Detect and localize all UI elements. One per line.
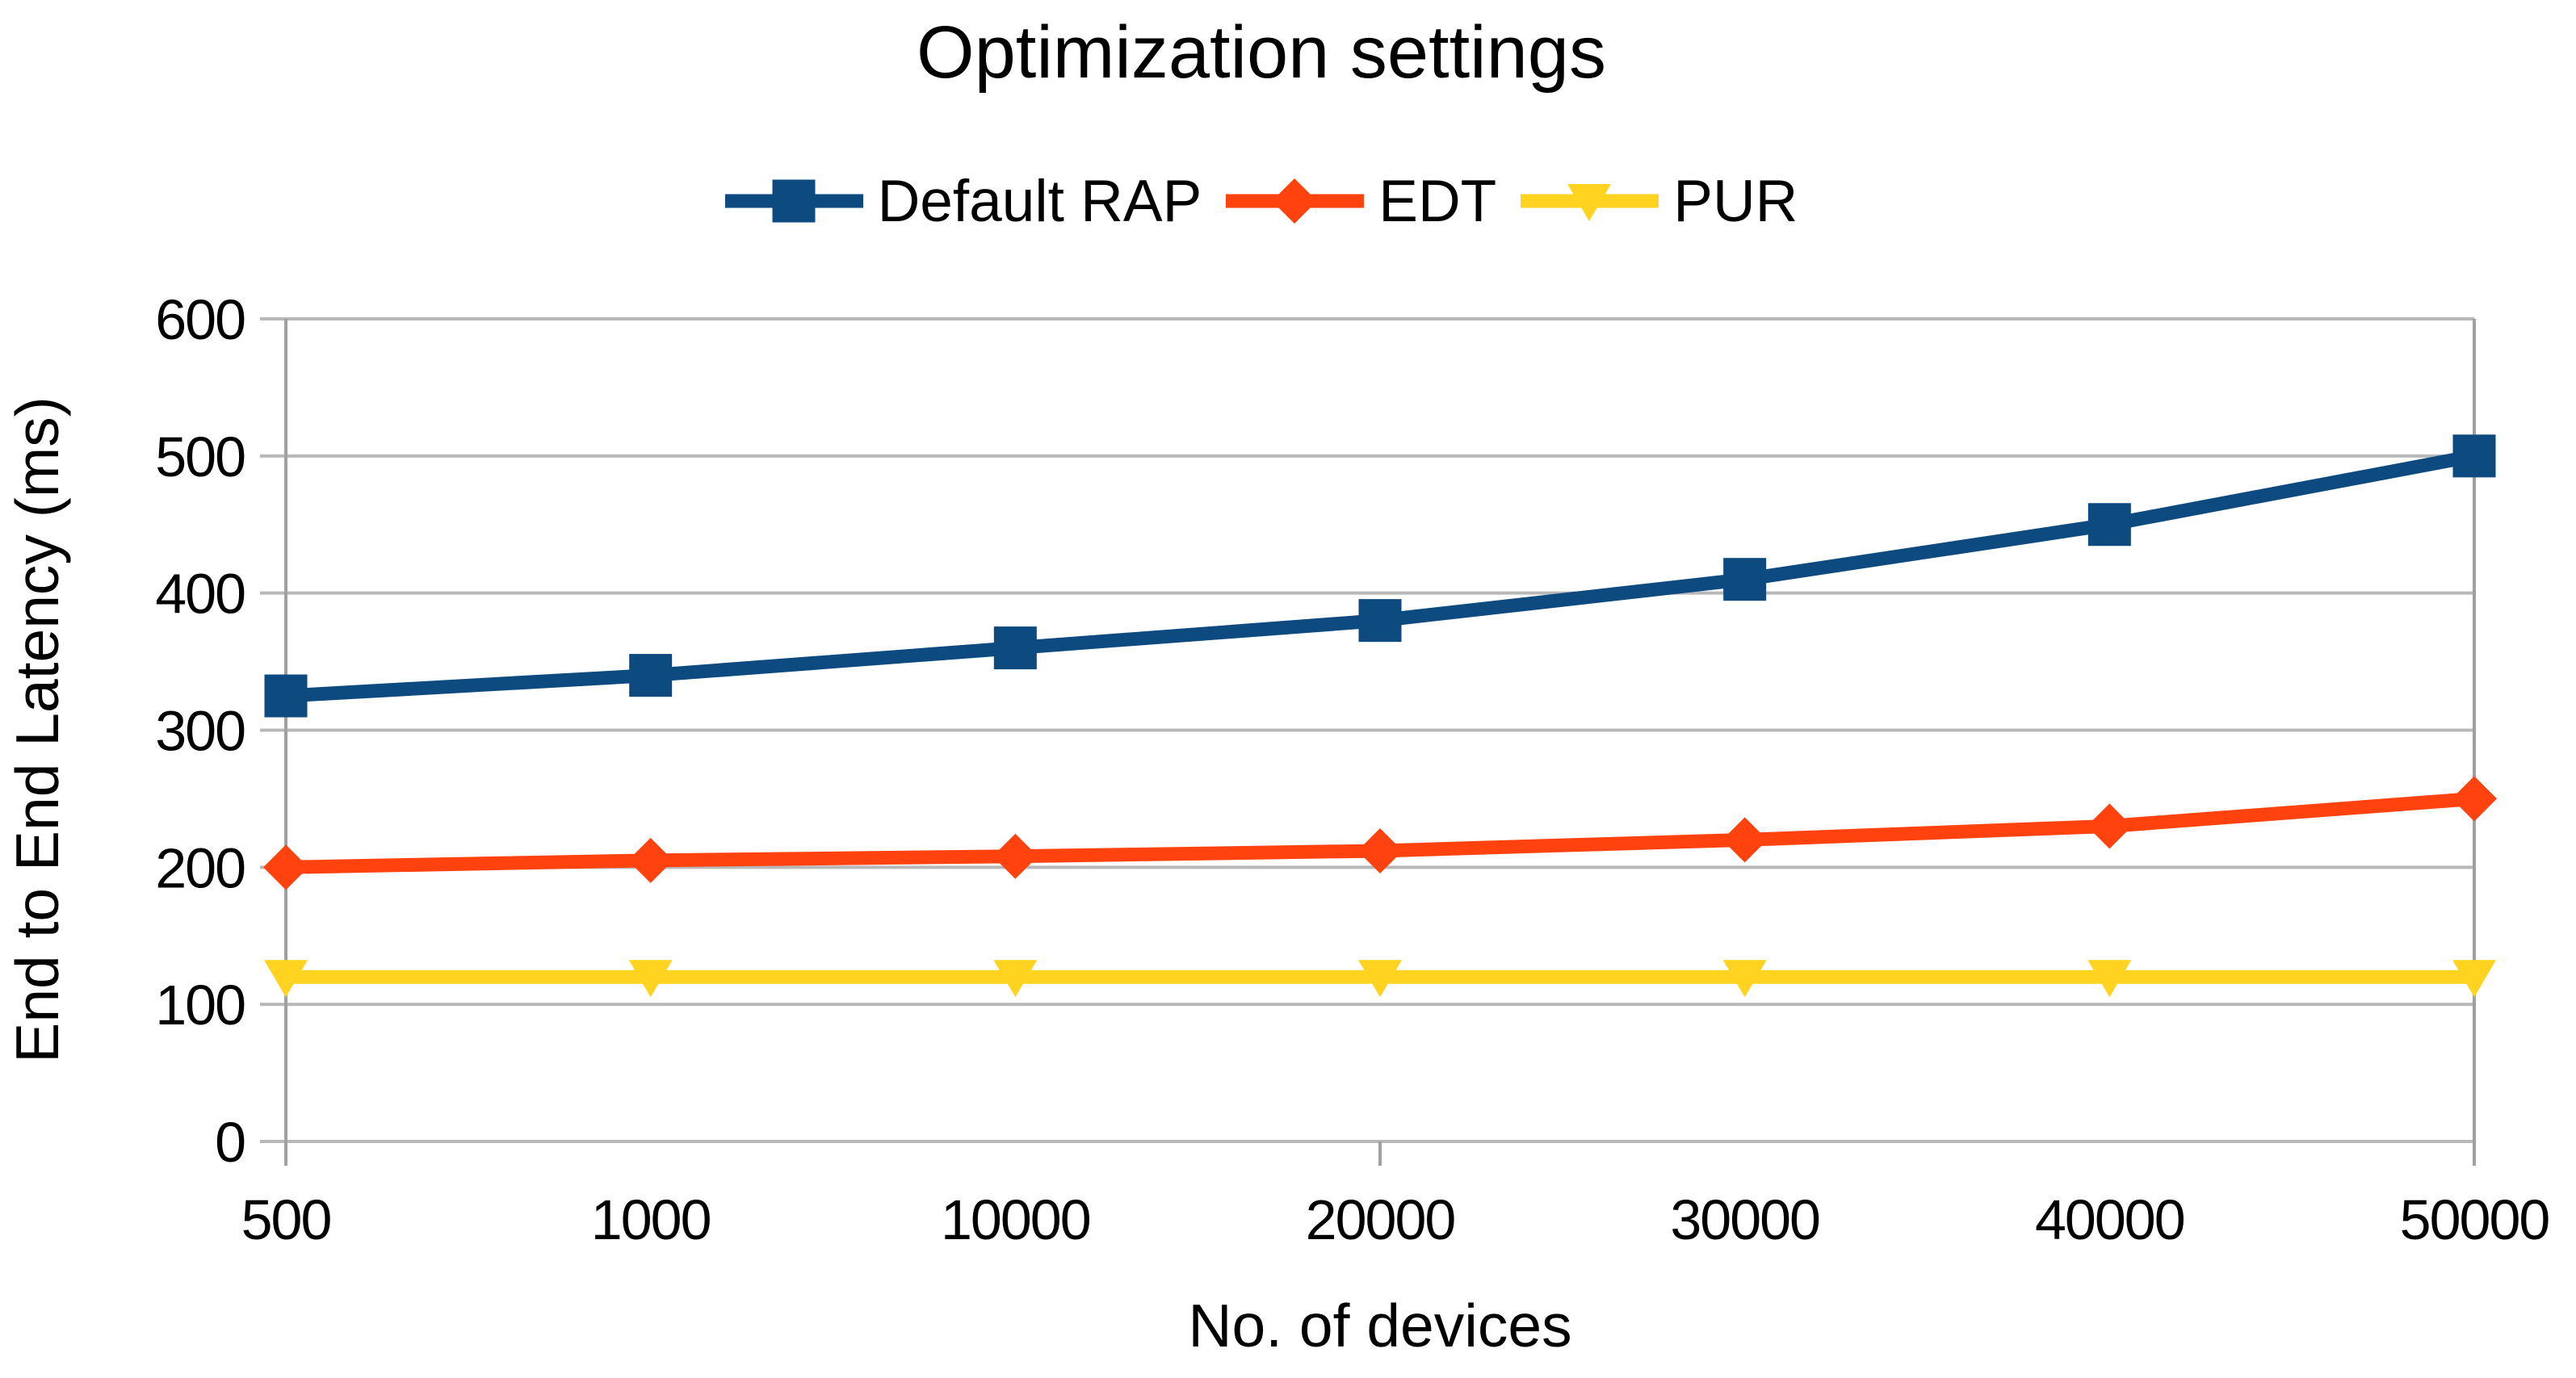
legend-marker-default-rap bbox=[772, 179, 816, 223]
x-axis-tick-label: 50000 bbox=[2400, 1188, 2549, 1251]
x-axis-tick-label: 30000 bbox=[1670, 1188, 1819, 1251]
y-axis-tick-label: 500 bbox=[155, 425, 245, 488]
legend-marker-pur bbox=[1567, 184, 1612, 222]
x-axis-tick-label: 40000 bbox=[2035, 1188, 2184, 1251]
x-axis-title: No. of devices bbox=[1188, 1292, 1572, 1359]
series-marker-edt bbox=[992, 833, 1038, 879]
series-marker-default-rap bbox=[2452, 434, 2496, 478]
y-axis-tick-label: 300 bbox=[155, 700, 245, 763]
series-marker-default-rap bbox=[2087, 503, 2131, 547]
series-marker-pur bbox=[993, 960, 1038, 998]
y-axis-tick-label: 400 bbox=[155, 563, 245, 626]
legend-marker-edt bbox=[1272, 178, 1318, 224]
legend-item-pur: PUR bbox=[1521, 167, 1798, 235]
series-marker-pur bbox=[1722, 960, 1767, 998]
legend-item-default-rap: Default RAP bbox=[724, 167, 1202, 235]
y-axis-title: End to End Latency (ms) bbox=[3, 396, 71, 1063]
x-axis-tick-label: 20000 bbox=[1306, 1188, 1455, 1251]
y-axis-tick-label: 200 bbox=[155, 836, 245, 899]
series-marker-pur bbox=[264, 960, 308, 998]
series-line-default-rap bbox=[285, 449, 2476, 703]
edt-marker-icon bbox=[1226, 178, 1365, 224]
legend-label: Default RAP bbox=[877, 168, 1202, 234]
series-marker-default-rap bbox=[264, 674, 308, 718]
series-marker-pur bbox=[1358, 960, 1402, 998]
legend-label: PUR bbox=[1673, 168, 1798, 234]
series-marker-edt bbox=[263, 844, 308, 890]
pur-marker-icon bbox=[1521, 184, 1659, 222]
series-marker-pur bbox=[2087, 960, 2132, 998]
x-axis-tick-label: 10000 bbox=[941, 1188, 1090, 1251]
series-marker-pur bbox=[628, 960, 673, 998]
chart-header: Optimization settings Default RAP EDT PUR bbox=[0, 0, 2523, 235]
legend-label: EDT bbox=[1378, 168, 1497, 234]
x-axis-tick-label: 1000 bbox=[591, 1188, 711, 1251]
y-axis-tick-label: 0 bbox=[215, 1111, 245, 1174]
legend-item-edt: EDT bbox=[1226, 167, 1496, 235]
chart-title: Optimization settings bbox=[917, 11, 1606, 94]
series-marker-pur bbox=[2452, 960, 2496, 998]
series-marker-edt bbox=[1722, 817, 1768, 863]
series-marker-default-rap bbox=[993, 626, 1037, 670]
series-marker-edt bbox=[2087, 803, 2133, 849]
series-marker-edt bbox=[2452, 776, 2497, 822]
x-axis-tick-label: 500 bbox=[241, 1188, 331, 1251]
series-marker-edt bbox=[627, 837, 673, 883]
y-axis-tick-label: 100 bbox=[155, 974, 245, 1037]
series-marker-default-rap bbox=[1723, 558, 1767, 601]
series-marker-default-rap bbox=[629, 654, 673, 697]
series-marker-edt bbox=[1357, 827, 1403, 873]
y-axis-tick-label: 600 bbox=[155, 288, 245, 351]
default-rap-marker-icon bbox=[724, 179, 863, 223]
series-marker-default-rap bbox=[1358, 599, 1402, 643]
chart-legend: Default RAP EDT PUR bbox=[0, 167, 2523, 235]
